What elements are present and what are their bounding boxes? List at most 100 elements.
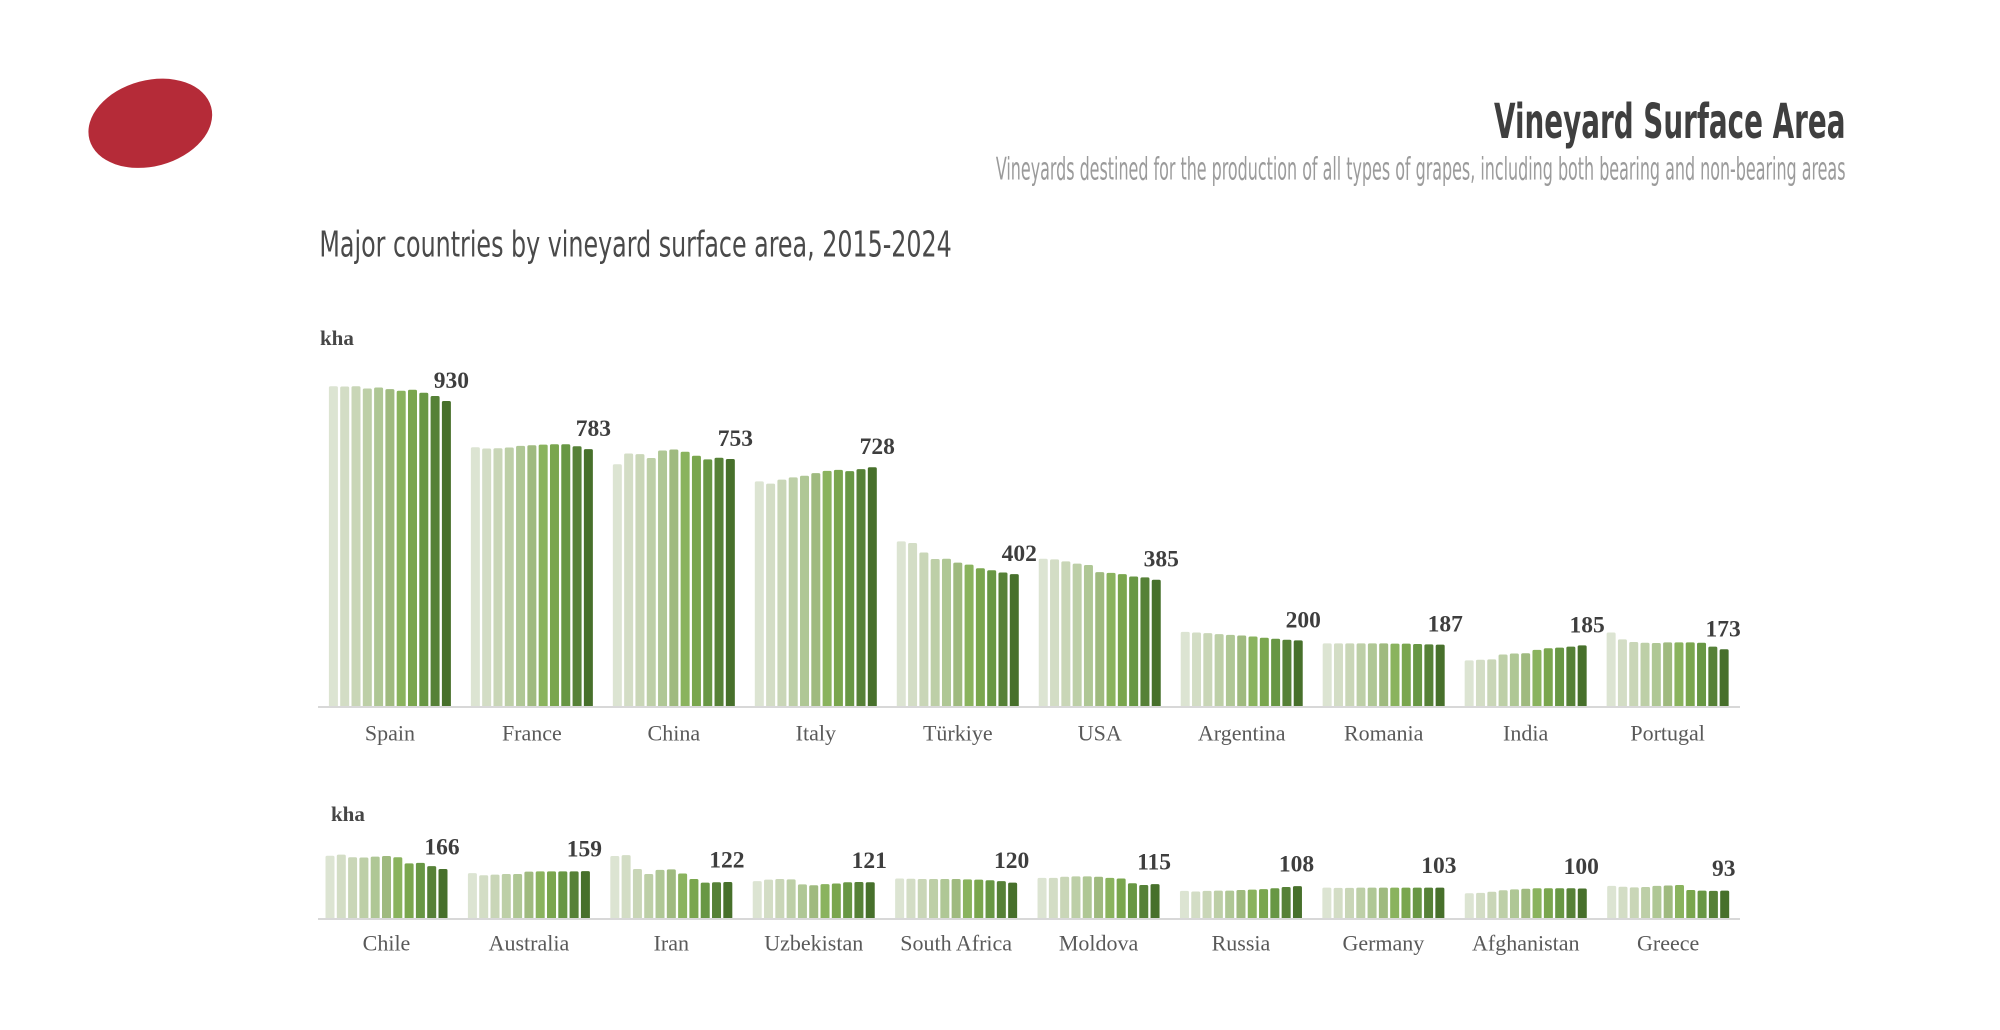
bar-argentina-2016 — [1203, 633, 1213, 706]
bar-south-africa-2024 — [1008, 882, 1018, 918]
country-label: Russia — [1212, 931, 1271, 956]
bar-t-rkiye-2022 — [987, 570, 997, 706]
country-label: Australia — [489, 931, 570, 956]
bar-portugal-2023 — [1708, 646, 1718, 706]
logo-ellipse — [88, 78, 213, 168]
country-label: Moldova — [1059, 931, 1139, 956]
bar-south-africa-2020 — [962, 879, 972, 918]
bar-portugal-2014 — [1606, 632, 1616, 706]
bar-russia-2024 — [1292, 886, 1302, 918]
bar-russia-2014 — [1179, 890, 1189, 918]
bar-south-africa-2016 — [917, 879, 927, 918]
bar-moldova-2020 — [1105, 877, 1115, 918]
country-group-italy: 728 Italy — [754, 434, 895, 746]
bar-argentina-2019 — [1237, 635, 1247, 706]
bar-romania-2017 — [1356, 643, 1366, 706]
bar-india-2020 — [1532, 649, 1542, 706]
bar-usa-2019 — [1095, 572, 1105, 706]
bar-moldova-2022 — [1127, 883, 1137, 918]
bar-chile-2015 — [336, 854, 346, 918]
country-label: Chile — [363, 931, 411, 956]
bar-iran-2014 — [610, 856, 620, 918]
country-group-france: 783 France — [470, 416, 611, 746]
bar-greece-2018 — [1652, 885, 1662, 918]
bar-usa-2020 — [1106, 572, 1116, 706]
bar-australia-2024 — [580, 871, 590, 918]
bar-iran-2024 — [723, 882, 733, 918]
bar-uzbekistan-2014 — [752, 881, 762, 918]
bar-argentina-2018 — [1225, 634, 1235, 706]
bar-china-2024 — [725, 459, 735, 706]
bar-uzbekistan-2016 — [775, 879, 785, 918]
bar-south-africa-2021 — [974, 879, 984, 918]
bar-russia-2019 — [1236, 889, 1246, 918]
country-group-chile: 166 Chile — [325, 835, 460, 956]
bar-china-2021 — [691, 455, 701, 706]
country-group-spain: 930 Spain — [328, 368, 469, 746]
value-label: 753 — [718, 426, 753, 452]
bar-australia-2023 — [569, 871, 579, 918]
bar-iran-2017 — [644, 874, 654, 918]
bar-greece-2022 — [1697, 890, 1707, 918]
bar-india-2017 — [1498, 654, 1508, 706]
country-label: Spain — [365, 721, 415, 746]
country-group-moldova: 115 Moldova — [1037, 850, 1171, 956]
bar-australia-2018 — [513, 874, 523, 918]
value-label: 930 — [434, 368, 469, 394]
bar-south-africa-2015 — [906, 878, 916, 918]
bar-afghanistan-2023 — [1566, 888, 1576, 918]
bar-spain-2014 — [328, 386, 338, 706]
bar-germany-2023 — [1424, 887, 1434, 918]
bar-moldova-2015 — [1048, 877, 1058, 918]
bar-germany-2017 — [1356, 887, 1366, 918]
bar-greece-2024 — [1720, 890, 1730, 918]
bar-south-africa-2022 — [985, 880, 995, 918]
bar-chile-2020 — [393, 857, 403, 918]
bar-china-2022 — [703, 459, 713, 706]
bar-germany-2024 — [1435, 887, 1445, 918]
bar-moldova-2024 — [1150, 884, 1160, 918]
bar-argentina-2024 — [1293, 640, 1303, 706]
bar-china-2020 — [680, 451, 690, 706]
bar-russia-2017 — [1213, 890, 1223, 918]
bar-italy-2014 — [754, 481, 764, 706]
bar-portugal-2016 — [1629, 642, 1639, 706]
bar-australia-2014 — [467, 873, 477, 918]
bar-greece-2023 — [1708, 890, 1718, 918]
country-label: Portugal — [1630, 721, 1705, 746]
country-group-argentina: 200 Argentina — [1180, 607, 1321, 746]
country-label: USA — [1078, 721, 1122, 746]
country-label: Greece — [1637, 931, 1699, 956]
country-label: India — [1503, 721, 1548, 746]
bar-uzbekistan-2015 — [764, 879, 774, 918]
page-subtitle: Vineyards destined for the production of… — [996, 151, 1846, 187]
bar-spain-2020 — [396, 390, 406, 706]
bar-iran-2020 — [678, 873, 688, 918]
country-group-china: 753 China — [612, 426, 753, 746]
bar-south-africa-2017 — [929, 879, 939, 918]
value-label: 100 — [1564, 854, 1599, 880]
value-label: 187 — [1428, 612, 1464, 638]
bar-chile-2014 — [325, 855, 335, 918]
country-label: Germany — [1342, 931, 1424, 956]
bar-t-rkiye-2015 — [908, 542, 918, 706]
bar-australia-2016 — [490, 874, 500, 918]
bar-afghanistan-2022 — [1555, 888, 1565, 918]
bar-italy-2022 — [845, 471, 855, 706]
bar-france-2019 — [527, 445, 537, 706]
bar-greece-2016 — [1629, 887, 1639, 918]
bar-afghanistan-2019 — [1521, 888, 1531, 918]
bar-uzbekistan-2022 — [843, 882, 853, 918]
bar-spain-2022 — [419, 392, 429, 706]
bar-australia-2015 — [479, 875, 489, 918]
value-label: 185 — [1570, 612, 1605, 638]
bar-portugal-2021 — [1685, 642, 1695, 706]
country-label: Italy — [796, 721, 836, 746]
bar-south-africa-2018 — [940, 879, 950, 918]
bar-italy-2024 — [867, 467, 877, 706]
bar-chile-2019 — [382, 856, 391, 918]
bar-romania-2021 — [1401, 643, 1411, 706]
country-group-russia: 108 Russia — [1179, 852, 1314, 956]
bar-australia-2019 — [524, 871, 534, 918]
